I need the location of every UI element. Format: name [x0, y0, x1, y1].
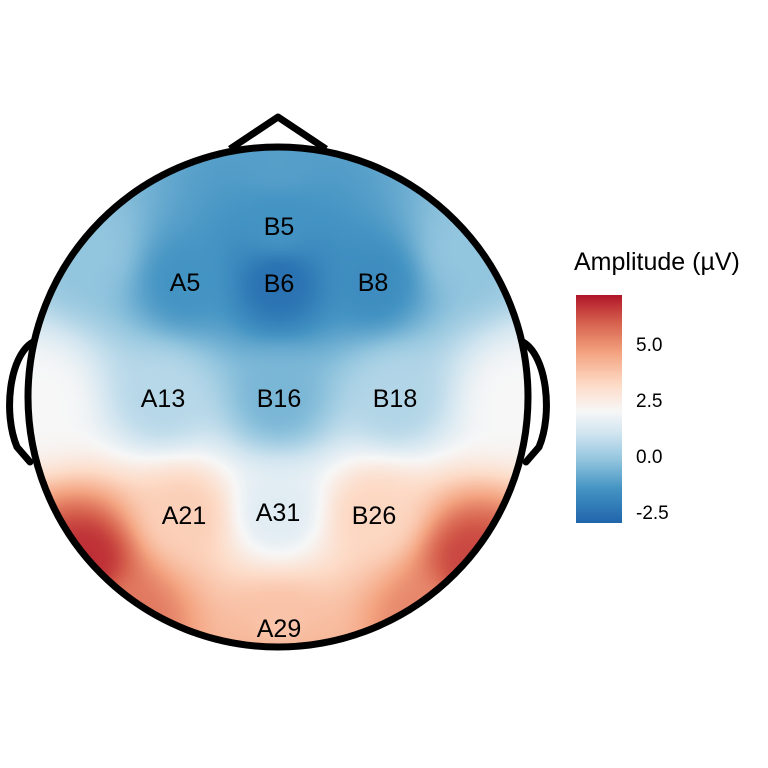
- left-ear-outline: [6, 338, 37, 466]
- head-outline: [24, 143, 532, 651]
- channel-label-b16: B16: [257, 385, 301, 413]
- legend-tick-label: 5.0: [636, 335, 662, 356]
- legend-tick-label: 2.5: [636, 391, 662, 412]
- nose-outline: [228, 113, 328, 152]
- legend-title: Amplitude (µV): [574, 248, 740, 276]
- channel-label-a21: A21: [162, 502, 206, 530]
- right-ear-outline: [519, 338, 550, 466]
- channel-label-b26: B26: [352, 502, 396, 530]
- legend-tick-label: 0.0: [636, 447, 662, 468]
- amplitude-field: [28, 147, 528, 647]
- amplitude-field-raster: [28, 147, 528, 647]
- channel-label-a13: A13: [141, 385, 185, 413]
- channel-label-a29: A29: [257, 615, 301, 643]
- channel-label-b5: B5: [264, 213, 295, 241]
- channel-label-a31: A31: [256, 499, 300, 527]
- channel-labels: B5 A5 B6 B8 A13 B16 B18 A21 A31 B26 A29: [141, 213, 417, 643]
- legend-tick-label: -2.5: [636, 503, 669, 524]
- channel-label-b8: B8: [358, 269, 389, 297]
- channel-label-b18: B18: [373, 385, 417, 413]
- color-legend: Amplitude (µV) 5.0 2.5 0.0 -2.5: [574, 248, 740, 524]
- legend-colorbar: [576, 295, 622, 523]
- channel-label-b6: B6: [264, 270, 295, 298]
- channel-label-a5: A5: [170, 269, 201, 297]
- legend-ticks: 5.0 2.5 0.0 -2.5: [576, 335, 669, 524]
